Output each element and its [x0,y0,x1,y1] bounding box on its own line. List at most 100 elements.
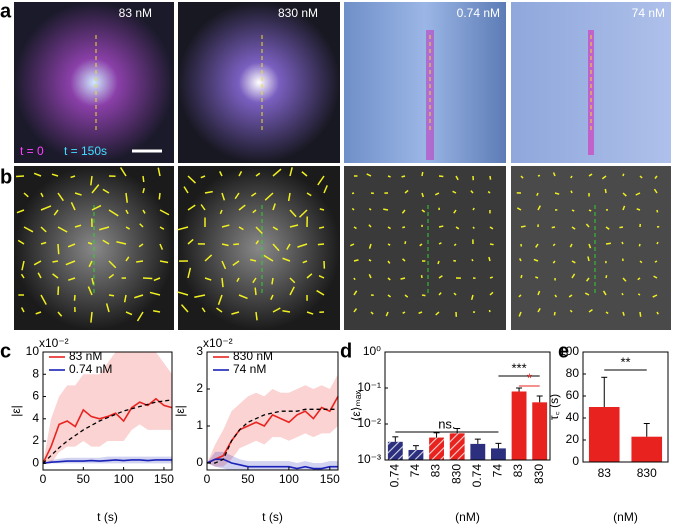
arrow [621,292,624,296]
arrow [489,226,494,230]
y-multiplier: x10⁻² [39,336,69,350]
y-tick-label: 100 [559,344,579,358]
arrow [387,243,391,246]
arrow [323,185,328,194]
arrow [219,209,223,215]
arrow [404,294,409,298]
arrow [387,260,391,264]
fit-line [207,408,338,464]
arrow [180,304,189,313]
image-label: 83 nM [119,6,152,20]
arrow [537,290,541,296]
arrow [217,294,223,305]
x-tick-label: 830 [449,464,463,484]
quiver [16,167,660,323]
bar [631,436,663,462]
arrow [455,175,459,181]
arrow [57,243,60,255]
arrow [158,192,161,200]
arrow [368,243,372,249]
arrow [187,238,194,245]
arrow [40,205,52,211]
arrow [70,201,76,211]
arrow [602,290,607,296]
y-tick-label: 80 [566,366,580,380]
arrow [91,184,100,194]
arrow [472,207,475,211]
arrow [536,192,539,196]
y-tick-label: 20 [566,432,580,446]
arrow [654,175,658,179]
micrograph [511,166,671,330]
arrow [194,294,206,299]
arrow [438,292,442,296]
arrow [656,209,659,213]
arrow [351,207,355,211]
arrow [453,209,457,214]
arrow [57,192,64,202]
arrow [52,273,59,279]
arrow [605,226,610,230]
arrow [20,273,25,279]
arrow [537,174,541,177]
x-axis-label: t (s) [97,510,118,524]
arrow [437,260,440,265]
bar [470,443,486,460]
arrow [286,243,291,250]
arrow [518,311,522,317]
y-tick-label: 10 [26,344,40,358]
arrow [535,243,539,248]
arrow [519,258,522,262]
arrow [387,277,391,281]
arrow [67,243,76,248]
arrow [35,311,42,315]
arrow [569,243,573,248]
arrow [635,192,641,196]
x-tick-label: 0 [40,472,47,486]
bar [491,448,506,460]
arrow [370,311,374,315]
arrow [638,243,641,247]
axes-frame [42,351,173,471]
overlay-label: t = 0 [20,144,44,158]
arrow [53,209,59,216]
fit-line [42,399,173,464]
arrow [40,294,47,305]
arrow [74,192,82,196]
arrow [588,173,593,177]
arrow [123,294,127,303]
arrow [23,192,29,198]
arrow [221,192,226,201]
arrow [51,173,59,177]
arrow [537,307,541,313]
arrow [639,311,642,317]
panel-label: d [340,340,352,362]
arrow [125,256,130,262]
arrow [656,241,659,245]
arrow [489,276,493,279]
arrow [588,209,592,212]
arrow [289,224,299,228]
arrow [571,226,576,230]
x-tick-label: 100 [114,472,134,486]
arrow [535,276,539,279]
arrow [99,226,110,231]
arrow [419,243,423,247]
micrograph [14,2,174,163]
arrow [350,243,355,247]
arrow [452,190,457,194]
arrow [520,274,523,279]
arrow [74,224,82,228]
image-label: 830 nM [278,6,318,20]
arrow [233,243,240,246]
arrow [153,310,161,313]
arrow [487,190,491,194]
arrow [238,204,246,211]
arrow [65,260,76,266]
arrow [622,173,625,177]
x-tick-label: 150 [320,472,340,486]
arrow [571,260,576,264]
arrow [125,209,129,215]
arrow [588,243,592,249]
arrow [317,243,325,246]
